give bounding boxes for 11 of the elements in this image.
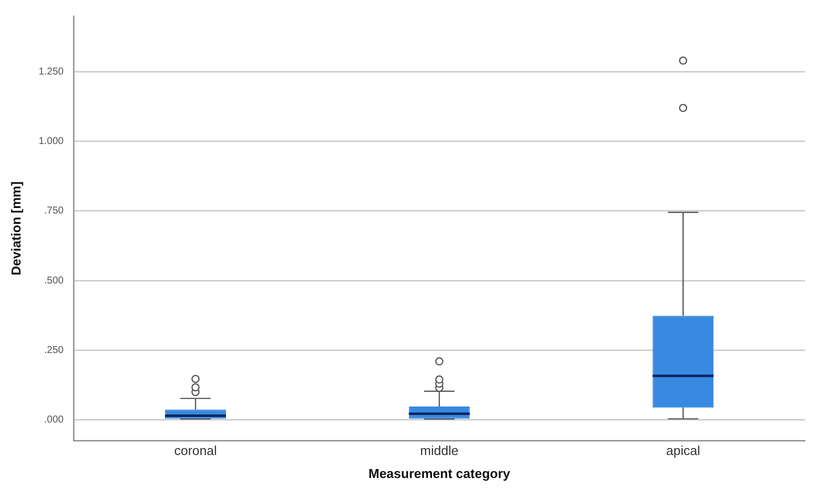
y-tick-label: .750: [44, 206, 64, 217]
x-tick-label: coronal: [174, 443, 217, 458]
y-axis-title: Deviation [mm]: [8, 181, 24, 276]
y-tick-label: .500: [44, 275, 64, 286]
x-tick-label: apical: [666, 443, 700, 458]
x-tick-label: middle: [420, 443, 458, 458]
y-tick-label: 1.000: [38, 136, 64, 148]
y-tick-label: .000: [44, 414, 64, 426]
y-tick-label: .250: [44, 345, 64, 356]
y-tick-label: 1.250: [38, 66, 64, 78]
x-axis-title: Measurement category: [368, 466, 511, 481]
